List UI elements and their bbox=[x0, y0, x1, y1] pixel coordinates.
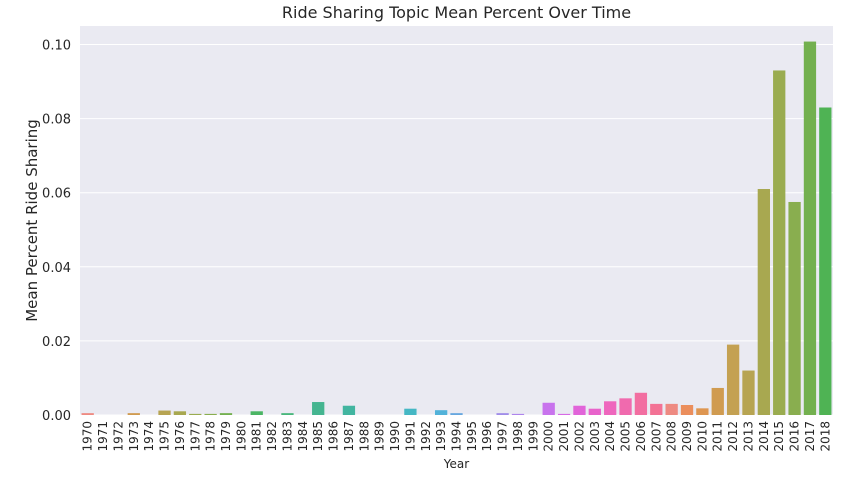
x-tick-label: 2015 bbox=[772, 421, 786, 452]
bars bbox=[81, 41, 832, 416]
x-tick-label: 1996 bbox=[480, 421, 494, 452]
y-tick-label: 0.00 bbox=[42, 409, 71, 424]
bar-2016 bbox=[788, 201, 801, 415]
bar-2009 bbox=[680, 404, 694, 415]
bar-2012 bbox=[726, 344, 740, 415]
x-tick-label: 2002 bbox=[572, 421, 586, 452]
x-tick-label: 1994 bbox=[450, 421, 464, 452]
x-tick-label: 1987 bbox=[342, 421, 356, 452]
x-tick-label: 1973 bbox=[127, 421, 141, 452]
x-tick-label: 1997 bbox=[496, 421, 510, 452]
bar-2015 bbox=[773, 70, 786, 415]
x-axis-label: Year bbox=[443, 457, 469, 471]
x-tick-label: 1974 bbox=[142, 421, 156, 452]
x-tick-label: 1991 bbox=[403, 421, 417, 452]
x-tick-label: 1990 bbox=[388, 421, 402, 452]
x-tick-label: 1983 bbox=[280, 421, 294, 452]
x-tick-label: 1984 bbox=[296, 421, 310, 452]
x-tick-label: 1988 bbox=[357, 421, 371, 452]
x-tick-label: 1995 bbox=[465, 421, 479, 452]
bar-2007 bbox=[650, 403, 663, 415]
y-tick-label: 0.02 bbox=[42, 335, 71, 350]
bar-1977 bbox=[189, 413, 202, 415]
bar-1979 bbox=[219, 413, 233, 415]
bar-2018 bbox=[819, 107, 832, 415]
x-tick-label: 1981 bbox=[250, 421, 264, 452]
x-tick-label: 1982 bbox=[265, 421, 279, 452]
x-tick-label: 2012 bbox=[726, 421, 740, 452]
x-tick-label: 2016 bbox=[788, 421, 802, 452]
x-tick-label: 1977 bbox=[188, 421, 202, 452]
x-tick-label: 1978 bbox=[204, 421, 218, 452]
plot-area bbox=[80, 26, 833, 415]
bar-1970 bbox=[81, 413, 94, 415]
y-tick-labels: 0.00 0.02 0.04 0.06 0.08 0.10 bbox=[42, 39, 71, 424]
x-tick-label: 2004 bbox=[603, 421, 617, 452]
x-tick-label: 2000 bbox=[542, 421, 556, 452]
x-tick-label: 1980 bbox=[234, 421, 248, 452]
bar-2002 bbox=[573, 405, 586, 415]
bar-1998 bbox=[511, 413, 525, 415]
x-tick-label: 1985 bbox=[311, 421, 325, 452]
x-tick-label: 2001 bbox=[557, 421, 571, 452]
bar-2004 bbox=[604, 401, 617, 415]
bar-2005 bbox=[619, 398, 632, 415]
x-tick-label: 2005 bbox=[619, 421, 633, 452]
bar-1991 bbox=[404, 408, 417, 415]
x-tick-label: 2018 bbox=[818, 421, 832, 452]
x-tick-label: 2010 bbox=[695, 421, 709, 452]
x-tick-label: 2017 bbox=[803, 421, 817, 452]
chart-title: Ride Sharing Topic Mean Percent Over Tim… bbox=[282, 3, 631, 22]
bar-1987 bbox=[342, 405, 356, 415]
bar-1978 bbox=[204, 413, 217, 415]
bar-2001 bbox=[557, 413, 571, 415]
y-tick-label: 0.08 bbox=[42, 113, 71, 128]
bar-2017 bbox=[803, 41, 817, 416]
x-tick-label: 2006 bbox=[634, 421, 648, 452]
bar-2006 bbox=[634, 392, 648, 415]
y-tick-label: 0.06 bbox=[42, 187, 71, 202]
x-tick-label: 2007 bbox=[649, 421, 663, 452]
x-tick-label: 1999 bbox=[526, 421, 540, 452]
bar-1981 bbox=[250, 411, 263, 415]
x-tick-label: 1971 bbox=[96, 421, 110, 452]
bar-1994 bbox=[450, 413, 463, 415]
x-tick-label: 1992 bbox=[419, 421, 433, 452]
bar-1993 bbox=[434, 410, 448, 415]
bar-2008 bbox=[665, 403, 678, 415]
x-tick-label: 1979 bbox=[219, 421, 233, 452]
x-tick-label: 1993 bbox=[434, 421, 448, 452]
y-tick-label: 0.10 bbox=[42, 39, 71, 54]
bar-1973 bbox=[127, 413, 140, 415]
bar-2003 bbox=[588, 408, 601, 415]
bar-2000 bbox=[542, 402, 555, 415]
bar-2013 bbox=[742, 370, 755, 415]
x-tick-label: 2008 bbox=[665, 421, 679, 452]
x-tick-label: 2013 bbox=[741, 421, 755, 452]
x-tick-label: 2003 bbox=[588, 421, 602, 452]
x-tick-label: 2009 bbox=[680, 421, 694, 452]
bar-2010 bbox=[696, 408, 709, 415]
x-tick-label: 1998 bbox=[511, 421, 525, 452]
x-tick-labels: 1970 1971 1972 1973 1974 1975 1976 1977 1978 1979… bbox=[81, 421, 833, 452]
bar-1997 bbox=[496, 413, 509, 415]
bar-1985 bbox=[312, 402, 325, 415]
bar-2014 bbox=[757, 189, 770, 415]
x-tick-label: 1975 bbox=[158, 421, 172, 452]
x-tick-label: 1972 bbox=[111, 421, 125, 452]
x-tick-label: 1970 bbox=[81, 421, 95, 452]
bar-1983 bbox=[281, 413, 294, 415]
x-tick-label: 2014 bbox=[757, 421, 771, 452]
x-tick-label: 2011 bbox=[711, 421, 725, 452]
y-tick-label: 0.04 bbox=[42, 261, 71, 276]
bar-1975 bbox=[158, 410, 171, 415]
x-tick-label: 1989 bbox=[373, 421, 387, 452]
bar-2011 bbox=[711, 387, 724, 415]
bar-1976 bbox=[173, 411, 187, 415]
x-tick-label: 1986 bbox=[327, 421, 341, 452]
y-axis-label: Mean Percent Ride Sharing bbox=[23, 119, 41, 322]
x-tick-label: 1976 bbox=[173, 421, 187, 452]
